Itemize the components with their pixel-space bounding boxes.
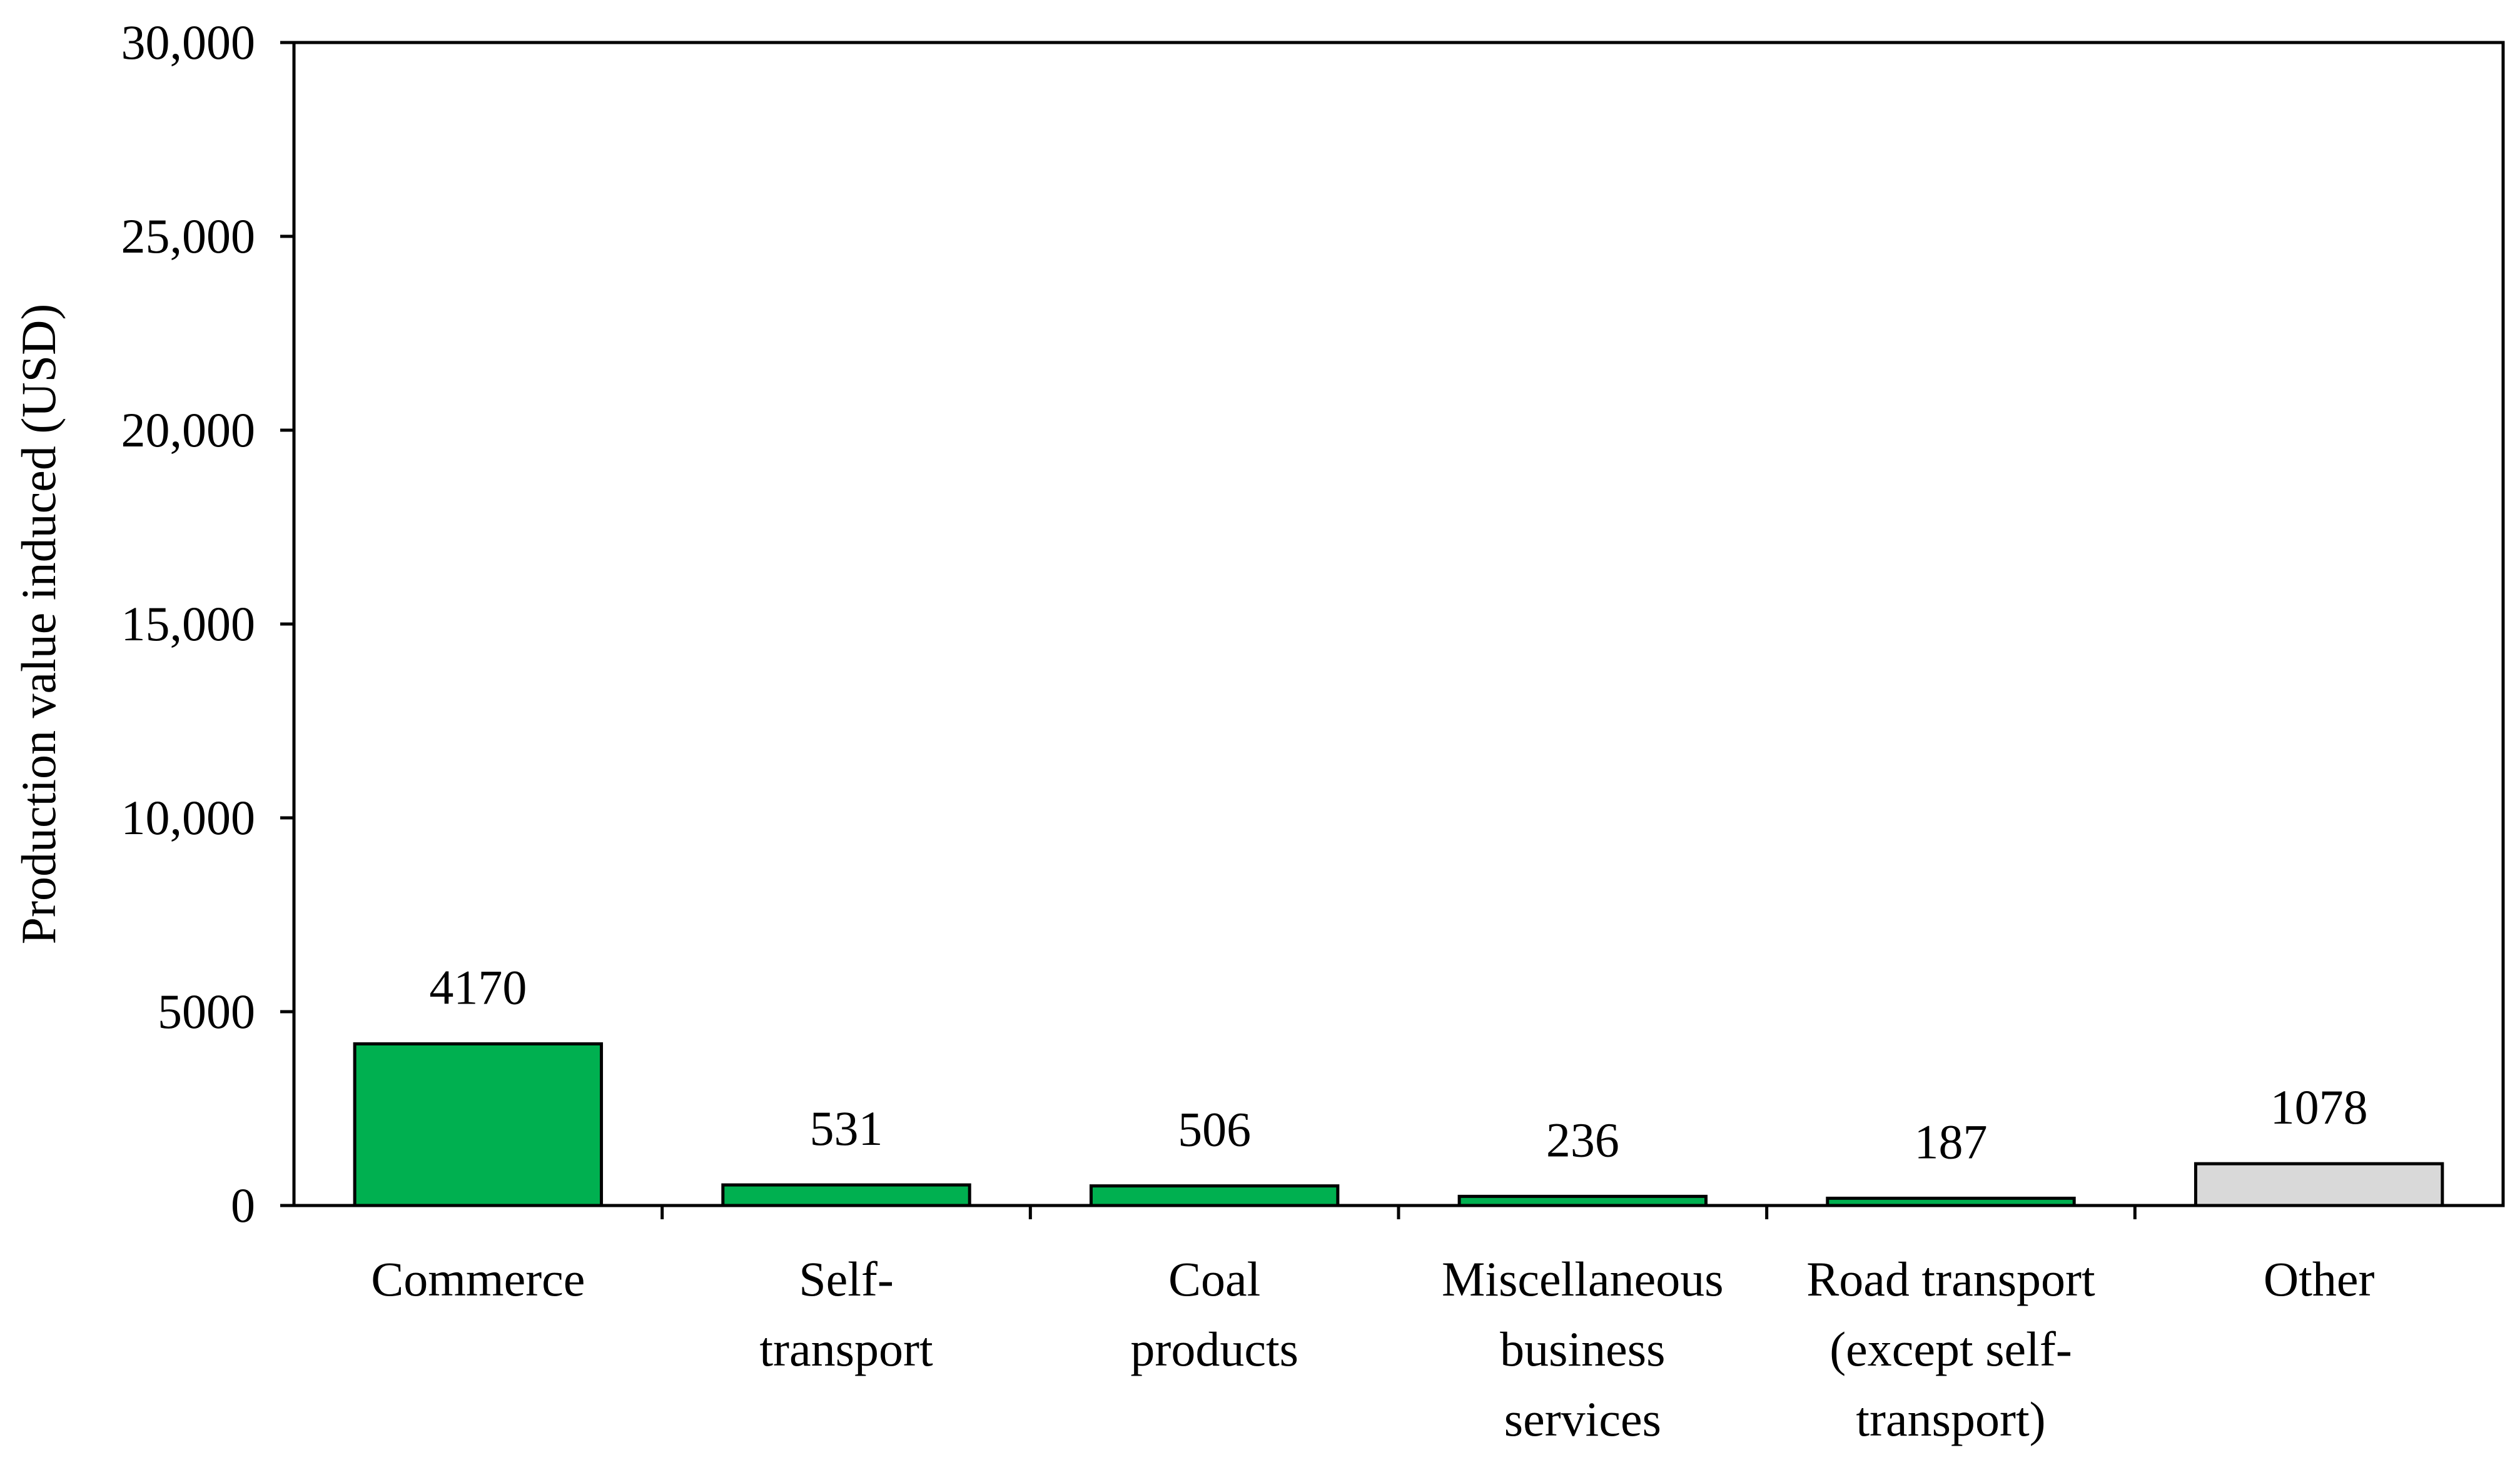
- x-category-label: Road transport (except self-transport): [1806, 1252, 2095, 1446]
- bar: [1826, 1196, 2076, 1207]
- x-category-label: Self-transport: [759, 1252, 933, 1376]
- plot-area-frame: [292, 41, 2505, 1207]
- y-tick-label: 25,000: [121, 209, 256, 263]
- x-category-label: Commerce: [371, 1252, 585, 1306]
- x-category-label: Other: [2264, 1252, 2375, 1306]
- bar-value-label: 531: [810, 1101, 883, 1155]
- y-tick-label: 20,000: [121, 403, 256, 457]
- bar-value-label: 236: [1546, 1112, 1619, 1167]
- bar-value-label: 187: [1915, 1114, 1988, 1169]
- bar-value-label: 4170: [429, 960, 527, 1014]
- bar: [353, 1042, 604, 1207]
- bar-value-label: 506: [1178, 1102, 1251, 1157]
- bar-value-label: 1078: [2270, 1080, 2368, 1134]
- bar-series: [353, 1042, 2444, 1207]
- y-tick-label: 10,000: [121, 790, 256, 845]
- y-tick-label: 15,000: [121, 597, 256, 651]
- x-category-label: Coal products: [1130, 1252, 1298, 1376]
- x-category-label: Miscellaneous business services: [1442, 1252, 1724, 1446]
- data-labels: 4170 531 506 236 187 1078: [429, 960, 2367, 1169]
- y-tick-label: 5000: [158, 984, 255, 1039]
- bar: [1089, 1184, 1340, 1207]
- bar: [1457, 1194, 1708, 1207]
- y-axis-title: Production value induced (USD): [11, 304, 66, 945]
- y-tick-label: 30,000: [121, 15, 256, 69]
- y-axis: 0 5000 10,000 15,000 20,000 25,000 30,000: [121, 15, 294, 1232]
- bar: [721, 1183, 971, 1207]
- bar: [2194, 1162, 2444, 1207]
- x-axis: Commerce Self-transport Coal products Miscel…: [371, 1206, 2374, 1446]
- y-tick-label: 0: [231, 1178, 255, 1232]
